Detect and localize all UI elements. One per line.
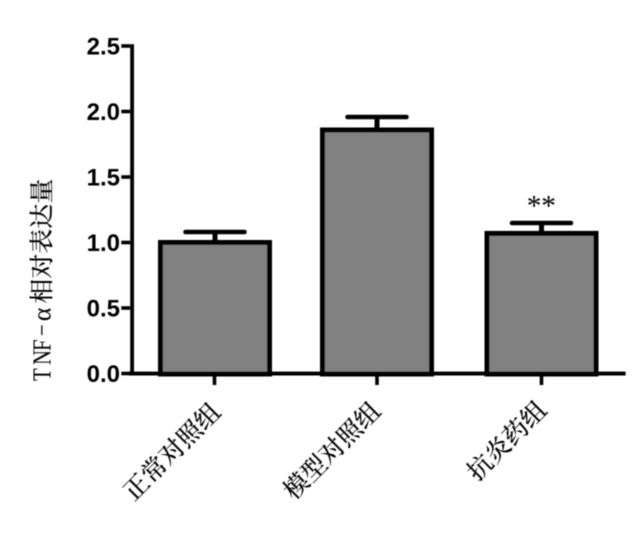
svg-text:1.5: 1.5 — [87, 165, 120, 192]
svg-text:2.0: 2.0 — [87, 99, 120, 126]
svg-text:0.0: 0.0 — [87, 361, 120, 388]
svg-text:2.5: 2.5 — [87, 34, 120, 61]
svg-text:0.5: 0.5 — [87, 296, 120, 323]
svg-text:1.0: 1.0 — [87, 230, 120, 257]
